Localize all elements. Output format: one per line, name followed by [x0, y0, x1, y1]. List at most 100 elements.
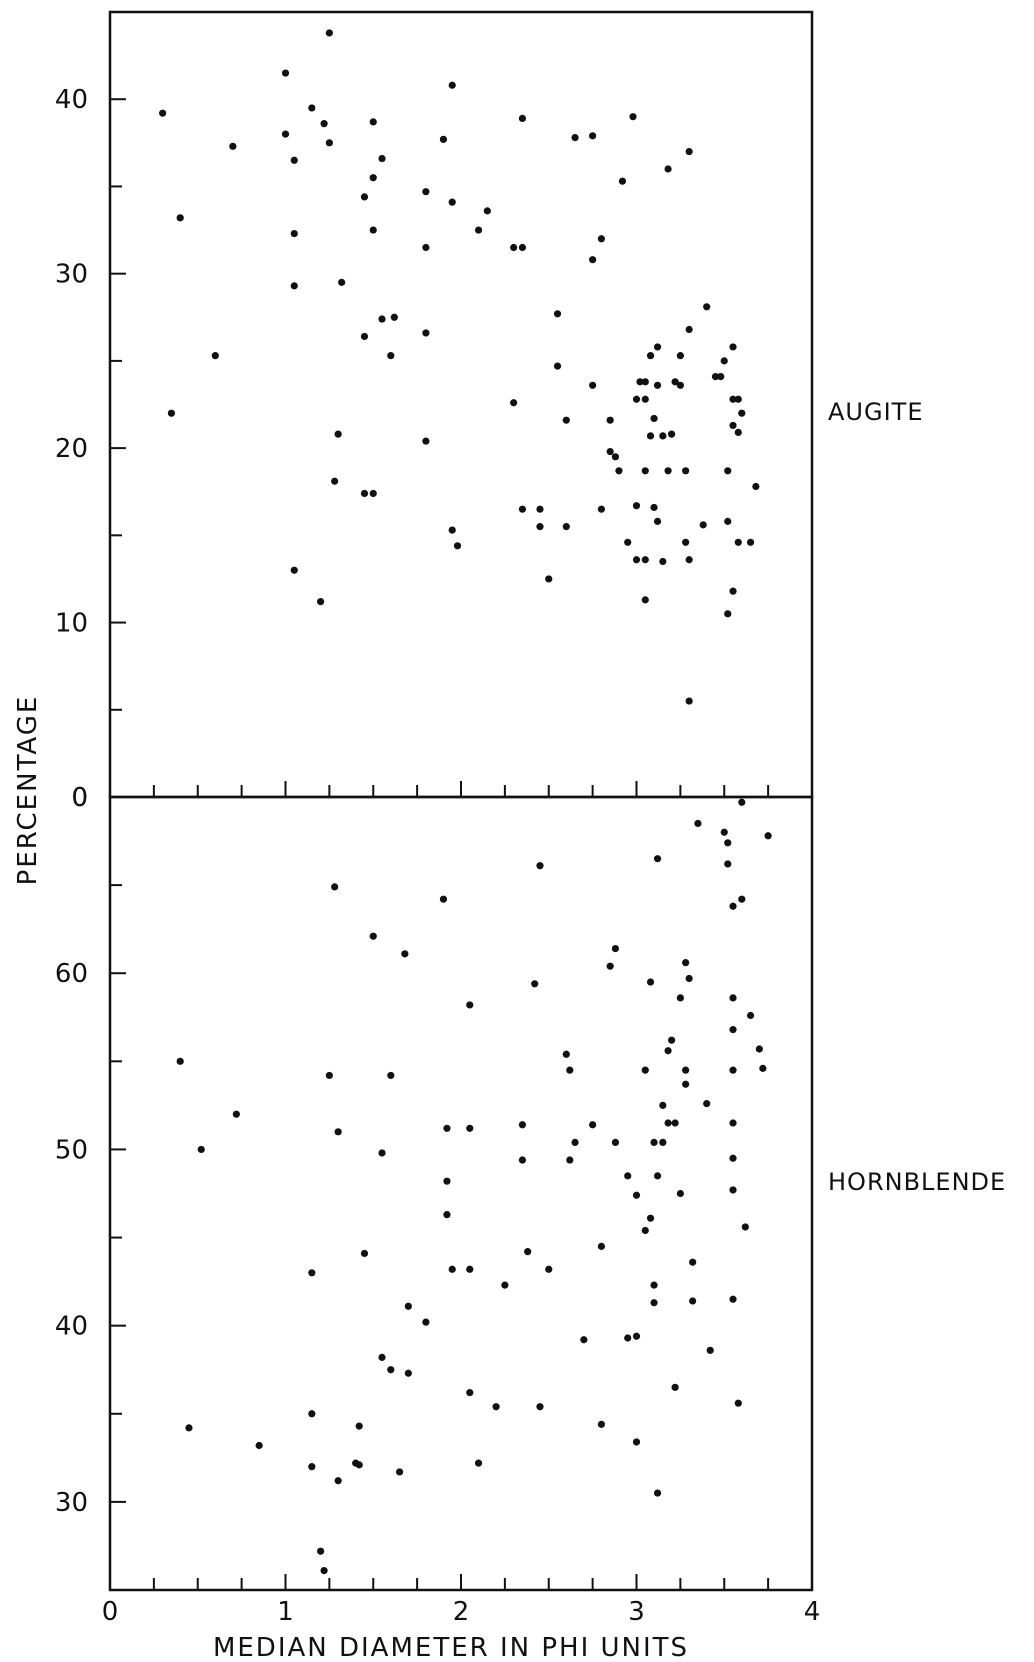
data-point — [360, 1249, 369, 1258]
y-tick-label: 10 — [55, 609, 88, 639]
y-tick-label: 40 — [55, 85, 88, 115]
data-point — [580, 1336, 588, 1344]
data-point — [624, 1334, 632, 1342]
data-point — [659, 557, 667, 566]
data-point — [390, 313, 398, 321]
data-point — [650, 503, 658, 512]
data-point — [355, 1461, 363, 1469]
data-point — [281, 130, 290, 138]
data-point — [483, 207, 491, 215]
data-point — [159, 109, 167, 117]
data-point — [290, 156, 298, 164]
data-point — [369, 174, 377, 182]
data-point — [167, 409, 176, 417]
x-axis: 0 1 2 3 4 0 — [71, 781, 820, 1627]
data-point — [724, 860, 732, 868]
data-point — [629, 113, 637, 121]
data-point — [439, 895, 448, 903]
data-point — [176, 1057, 184, 1065]
data-point — [443, 1177, 451, 1185]
data-point — [325, 29, 333, 37]
data-point — [510, 399, 518, 407]
y-axis-title: PERCENTAGE — [13, 695, 43, 886]
data-point — [571, 134, 579, 142]
data-point — [281, 69, 290, 77]
data-point — [729, 1295, 737, 1303]
data-point — [729, 994, 737, 1002]
data-point — [331, 477, 339, 485]
data-point — [360, 193, 369, 201]
data-point — [474, 1459, 483, 1467]
data-point — [632, 395, 641, 403]
data-point — [653, 1172, 662, 1180]
data-point — [378, 154, 386, 163]
data-point — [308, 1463, 316, 1471]
data-point — [229, 142, 237, 150]
data-point — [360, 332, 369, 341]
data-point — [510, 243, 518, 252]
data-point — [759, 1064, 767, 1072]
data-point — [682, 959, 690, 967]
y-tick-label: 20 — [55, 434, 88, 464]
data-point — [646, 978, 655, 986]
data-point — [320, 120, 328, 128]
data-point — [734, 1399, 742, 1407]
data-point — [562, 523, 570, 531]
data-point — [422, 437, 430, 445]
data-point — [646, 352, 655, 360]
data-point — [597, 235, 606, 243]
data-point — [536, 523, 544, 531]
hornblende-points — [176, 798, 772, 1575]
data-point — [553, 362, 562, 370]
data-point — [685, 556, 693, 564]
x-axis-title: MEDIAN DIAMETER IN PHI UNITS — [213, 1633, 689, 1662]
data-point — [676, 381, 684, 389]
augite-plot-frame — [108, 10, 814, 799]
data-point — [729, 1066, 737, 1074]
data-point — [562, 416, 570, 424]
data-point — [741, 1223, 749, 1231]
data-point — [325, 139, 333, 147]
y-tick-label: 0 — [71, 783, 88, 813]
data-point — [606, 416, 614, 424]
data-point — [448, 198, 456, 206]
data-point — [466, 1265, 474, 1273]
data-point — [624, 1172, 632, 1180]
data-point — [589, 1121, 597, 1129]
data-point — [466, 1001, 474, 1009]
data-point — [443, 1124, 451, 1132]
data-point — [566, 1066, 574, 1074]
y-tick-label: 30 — [55, 260, 88, 290]
data-point — [589, 256, 597, 264]
data-point — [334, 430, 342, 438]
hornblende-y-ticks: 30 40 50 60 — [55, 884, 126, 1591]
data-point — [653, 1489, 662, 1497]
data-point — [615, 467, 623, 475]
data-point — [729, 1186, 737, 1194]
data-point — [653, 855, 662, 863]
data-point — [653, 517, 662, 525]
data-point — [290, 282, 298, 290]
data-point — [387, 1071, 395, 1080]
data-point — [699, 521, 707, 529]
data-point — [659, 432, 667, 440]
data-point — [566, 1156, 574, 1164]
data-point — [711, 372, 720, 381]
data-point — [738, 409, 746, 417]
data-point — [685, 325, 693, 334]
data-point — [682, 538, 690, 546]
data-point — [734, 395, 742, 403]
data-point — [474, 226, 483, 234]
data-point — [334, 1128, 342, 1136]
data-point — [729, 1154, 737, 1162]
data-point — [641, 1066, 649, 1074]
augite-panel-label: AUGITE — [828, 398, 923, 426]
data-point — [369, 226, 377, 234]
data-point — [689, 1297, 697, 1305]
data-point — [369, 489, 377, 498]
y-tick-label: 50 — [55, 1135, 88, 1165]
data-point — [624, 538, 632, 546]
data-point — [611, 453, 620, 461]
data-point — [404, 1369, 412, 1377]
data-point — [671, 1119, 679, 1127]
